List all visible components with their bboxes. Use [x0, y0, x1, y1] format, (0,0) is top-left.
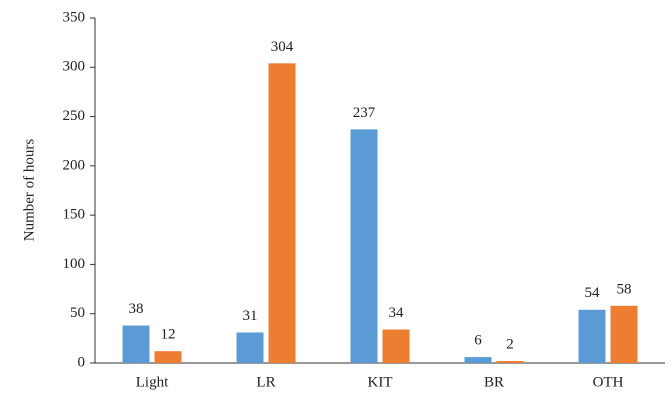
y-tick-label: 150	[63, 207, 86, 223]
data-label: 54	[585, 285, 601, 301]
data-label: 12	[161, 327, 176, 343]
data-label: 2	[506, 336, 514, 352]
bar	[464, 357, 492, 363]
y-tick-label: 200	[63, 157, 86, 173]
data-label: 58	[617, 281, 632, 297]
y-tick-label: 0	[78, 354, 86, 370]
y-axis-label: Number of hours	[21, 139, 37, 242]
data-label: 237	[353, 105, 376, 121]
y-tick-label: 250	[63, 108, 86, 124]
x-tick-label: Light	[136, 374, 169, 390]
bar	[496, 361, 524, 363]
bar	[610, 305, 638, 363]
bar	[268, 63, 296, 363]
bar	[382, 329, 410, 363]
x-tick-label: BR	[484, 374, 504, 390]
data-label: 34	[389, 305, 405, 321]
data-label: 38	[129, 301, 144, 317]
y-tick-label: 300	[63, 59, 86, 75]
bar	[350, 129, 378, 363]
y-tick-label: 100	[63, 256, 86, 272]
bar	[154, 351, 182, 363]
bar	[236, 332, 264, 363]
data-label: 6	[474, 333, 482, 349]
x-tick-label: LR	[256, 374, 275, 390]
y-tick-label: 350	[63, 9, 86, 25]
x-tick-label: OTH	[593, 374, 624, 390]
data-label: 31	[243, 308, 258, 324]
bar	[122, 325, 150, 363]
bar	[578, 309, 606, 363]
y-tick-label: 50	[70, 305, 85, 321]
data-label: 304	[271, 39, 294, 55]
x-tick-label: KIT	[368, 374, 393, 390]
